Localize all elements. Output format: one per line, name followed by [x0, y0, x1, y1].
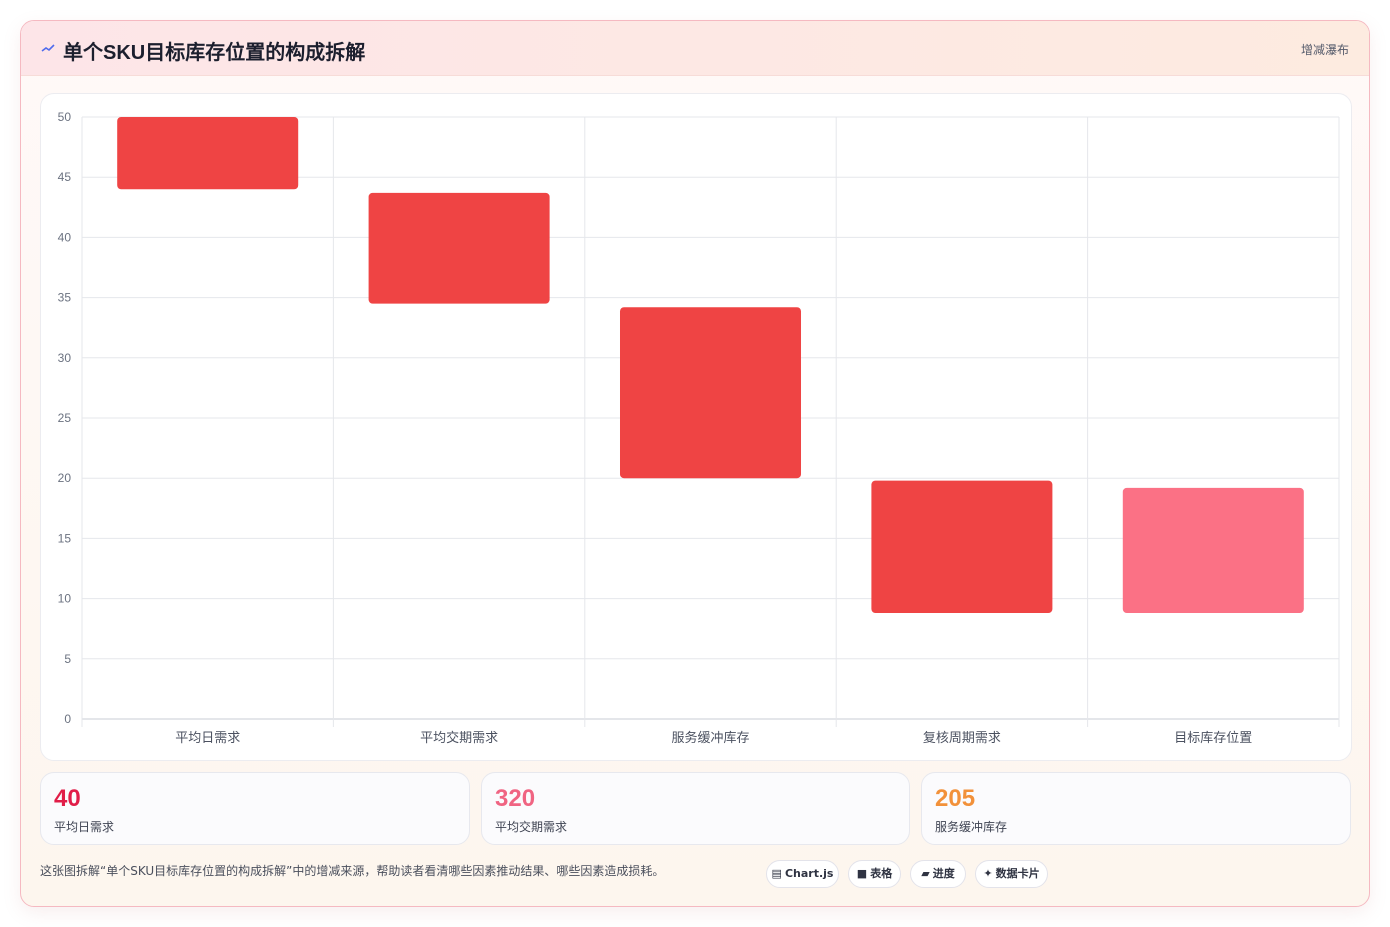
- stat-card-lead-time-demand: 320 平均交期需求: [481, 772, 910, 845]
- stat-label: 平均交期需求: [495, 820, 568, 834]
- y-tick-label: 45: [58, 170, 72, 184]
- sparkle-icon: ✦: [983, 867, 993, 880]
- chart-icon: ▤: [771, 867, 782, 880]
- y-tick-label: 40: [58, 230, 72, 244]
- chip-table[interactable]: ■ 表格: [848, 860, 901, 888]
- card-header: 单个SKU目标库存位置的构成拆解 增减瀑布: [21, 21, 1369, 76]
- y-tick-label: 0: [64, 712, 71, 726]
- y-tick-label: 10: [58, 592, 72, 606]
- y-tick-label: 20: [58, 471, 72, 485]
- x-tick-label: 目标库存位置: [1174, 730, 1252, 746]
- y-tick-label: 35: [58, 291, 72, 305]
- stat-label: 服务缓冲库存: [935, 820, 1008, 834]
- x-tick-label: 复核周期需求: [923, 731, 1001, 746]
- stat-label: 平均日需求: [54, 820, 115, 834]
- chart-panel: 0 5 10 15 20 25 30 35 40 45 50 平均日需求 平均交期需求 服务缓冲库存 复核周…: [40, 93, 1352, 761]
- x-tick-label: 服务缓冲库存: [671, 730, 749, 746]
- x-tick-label: 平均日需求: [175, 731, 240, 746]
- stat-card-daily-demand: 40 平均日需求: [40, 772, 470, 845]
- waterfall-bar: [1122, 487, 1304, 614]
- chip-label: Chart.js: [784, 867, 834, 880]
- y-tick-label: 5: [64, 652, 71, 666]
- waterfall-bar: [619, 307, 802, 479]
- waterfall-bar: [368, 192, 550, 304]
- waterfall-bar: [871, 480, 1053, 614]
- chip-data-card[interactable]: ✦ 数据卡片: [975, 860, 1048, 888]
- chip-label: 数据卡片: [995, 867, 1040, 880]
- x-tick-label: 平均交期需求: [420, 730, 498, 746]
- waterfall-bar: [117, 117, 299, 190]
- chart-footnote: 这张图拆解“单个SKU目标库存位置的构成拆解”中的增减来源，帮助读者看清哪些因素…: [40, 864, 665, 878]
- y-tick-label: 50: [58, 110, 72, 124]
- stat-card-safety-buffer: 205 服务缓冲库存: [921, 772, 1351, 845]
- stat-value: 205: [935, 785, 976, 812]
- stat-value: 40: [54, 785, 81, 812]
- chart-line-icon: [41, 44, 55, 52]
- page-title: 单个SKU目标库存位置的构成拆解: [63, 42, 366, 64]
- y-tick-label: 30: [58, 351, 72, 365]
- chip-label: 进度: [932, 867, 955, 880]
- chip-progress[interactable]: ▰ 进度: [910, 860, 966, 888]
- progress-icon: ▰: [921, 867, 930, 880]
- chip-chartjs[interactable]: ▤ Chart.js: [766, 860, 839, 888]
- y-tick-label: 15: [58, 531, 72, 545]
- chart-type-tag: 增减瀑布: [1300, 43, 1349, 57]
- chip-label: 表格: [870, 867, 893, 880]
- table-icon: ■: [856, 867, 868, 880]
- y-tick-label: 25: [58, 411, 72, 425]
- waterfall-chart: 0 5 10 15 20 25 30 35 40 45 50 平均日需求 平均交期需求 服务缓冲库存 复核周…: [58, 110, 1340, 746]
- report-card: 单个SKU目标库存位置的构成拆解 增减瀑布 0 5 10 15 20 25 30 35 40 45…: [20, 20, 1370, 907]
- stat-value: 320: [495, 785, 536, 812]
